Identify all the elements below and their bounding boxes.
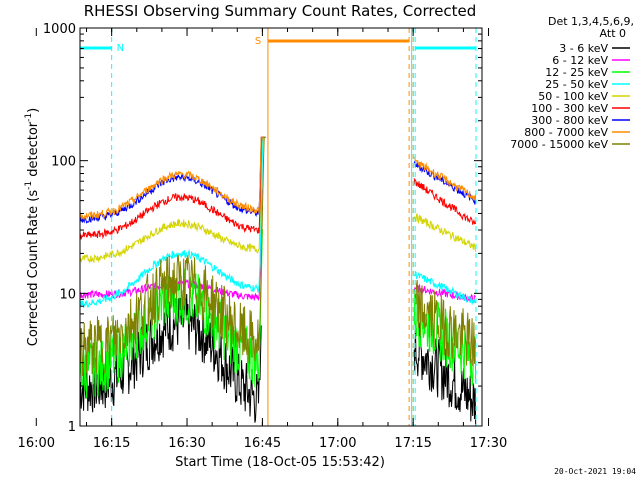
x-tick-label: 16:00: [18, 436, 55, 451]
y-axis-label-sup2: -1: [24, 113, 34, 122]
series-segment-2: [413, 178, 477, 225]
x-axis-label: Start Time (18-Oct-05 15:53:42): [175, 455, 385, 470]
legend-label: 7000 - 15000 keV: [510, 138, 608, 151]
series-50-100-kev-line: [79, 136, 477, 264]
series-segment-1: [79, 136, 266, 377]
series-300-800-kev-line: [79, 136, 477, 224]
series-segment-1: [79, 136, 266, 221]
series-7000-15000-kev-line: [79, 136, 477, 377]
series-segment-1: [79, 136, 265, 224]
x-tick-label: 16:30: [168, 436, 205, 451]
y-tick-label: 1: [68, 420, 76, 435]
x-axis: 16:00 16:15 16:30 16:45 17:00 17:15 17:30: [18, 28, 507, 451]
series-800-7000-kev-line: [79, 136, 477, 221]
y-axis-label-part1: Corrected Count Rate (s: [26, 190, 41, 347]
y-axis-label-part3: ): [26, 108, 41, 113]
legend-label: 12 - 25 keV: [545, 66, 608, 79]
y-tick-label: 10: [59, 287, 76, 302]
series-100-300-kev-line: [79, 136, 477, 240]
series-segment-2: [413, 271, 477, 305]
y-tick-label: 100: [51, 155, 76, 170]
chart-title: RHESSI Observing Summary Count Rates, Co…: [84, 2, 477, 20]
legend-label: 100 - 300 keV: [531, 102, 608, 115]
y-axis-label: Corrected Count Rate (s-1 detector-1): [24, 108, 41, 346]
series-segment-2: [413, 322, 477, 427]
x-tick-label: 17:30: [470, 436, 507, 451]
series-segment-2: [414, 279, 477, 367]
legend-label: 800 - 7000 keV: [524, 126, 608, 139]
saa-label: S: [255, 36, 261, 47]
legend-label: 3 - 6 keV: [559, 42, 608, 55]
legend-label: 300 - 800 keV: [531, 114, 608, 127]
legend-label: 25 - 50 keV: [545, 78, 608, 91]
night-label: N: [117, 43, 124, 54]
series-segment-2: [413, 159, 477, 206]
legend-header-line2: Att 0: [600, 27, 626, 40]
y-axis: 1 10 100 1000: [43, 22, 482, 435]
series-segment-1: [79, 136, 265, 240]
series-12-25-kev-line: [79, 229, 477, 399]
series-segment-2: [413, 155, 477, 201]
legend-header-line1: Det 1,3,4,5,6,9,: [548, 15, 634, 28]
legend-label: 6 - 12 keV: [552, 54, 608, 67]
x-tick-label: 17:15: [394, 436, 431, 451]
y-tick-label: 1000: [43, 22, 76, 37]
plot-frame: [79, 27, 483, 427]
timestamp: 20-Oct-2021 19:04: [554, 467, 636, 476]
y-axis-label-part2: detector: [26, 121, 41, 181]
x-tick-label: 16:15: [93, 436, 130, 451]
series-segment-2: [413, 213, 477, 252]
plot-area: NS: [79, 28, 477, 427]
y-axis-label-sup1: -1: [24, 181, 34, 190]
series-segment-2: [413, 283, 477, 303]
x-tick-label: 17:00: [319, 436, 356, 451]
x-tick-label: 16:45: [244, 436, 281, 451]
series-25-50-kev-line: [79, 137, 477, 309]
legend-label: 50 - 100 keV: [538, 90, 608, 103]
series-segment-1: [79, 137, 264, 309]
series-segment-1: [79, 136, 264, 264]
annotations: NS: [79, 28, 477, 426]
